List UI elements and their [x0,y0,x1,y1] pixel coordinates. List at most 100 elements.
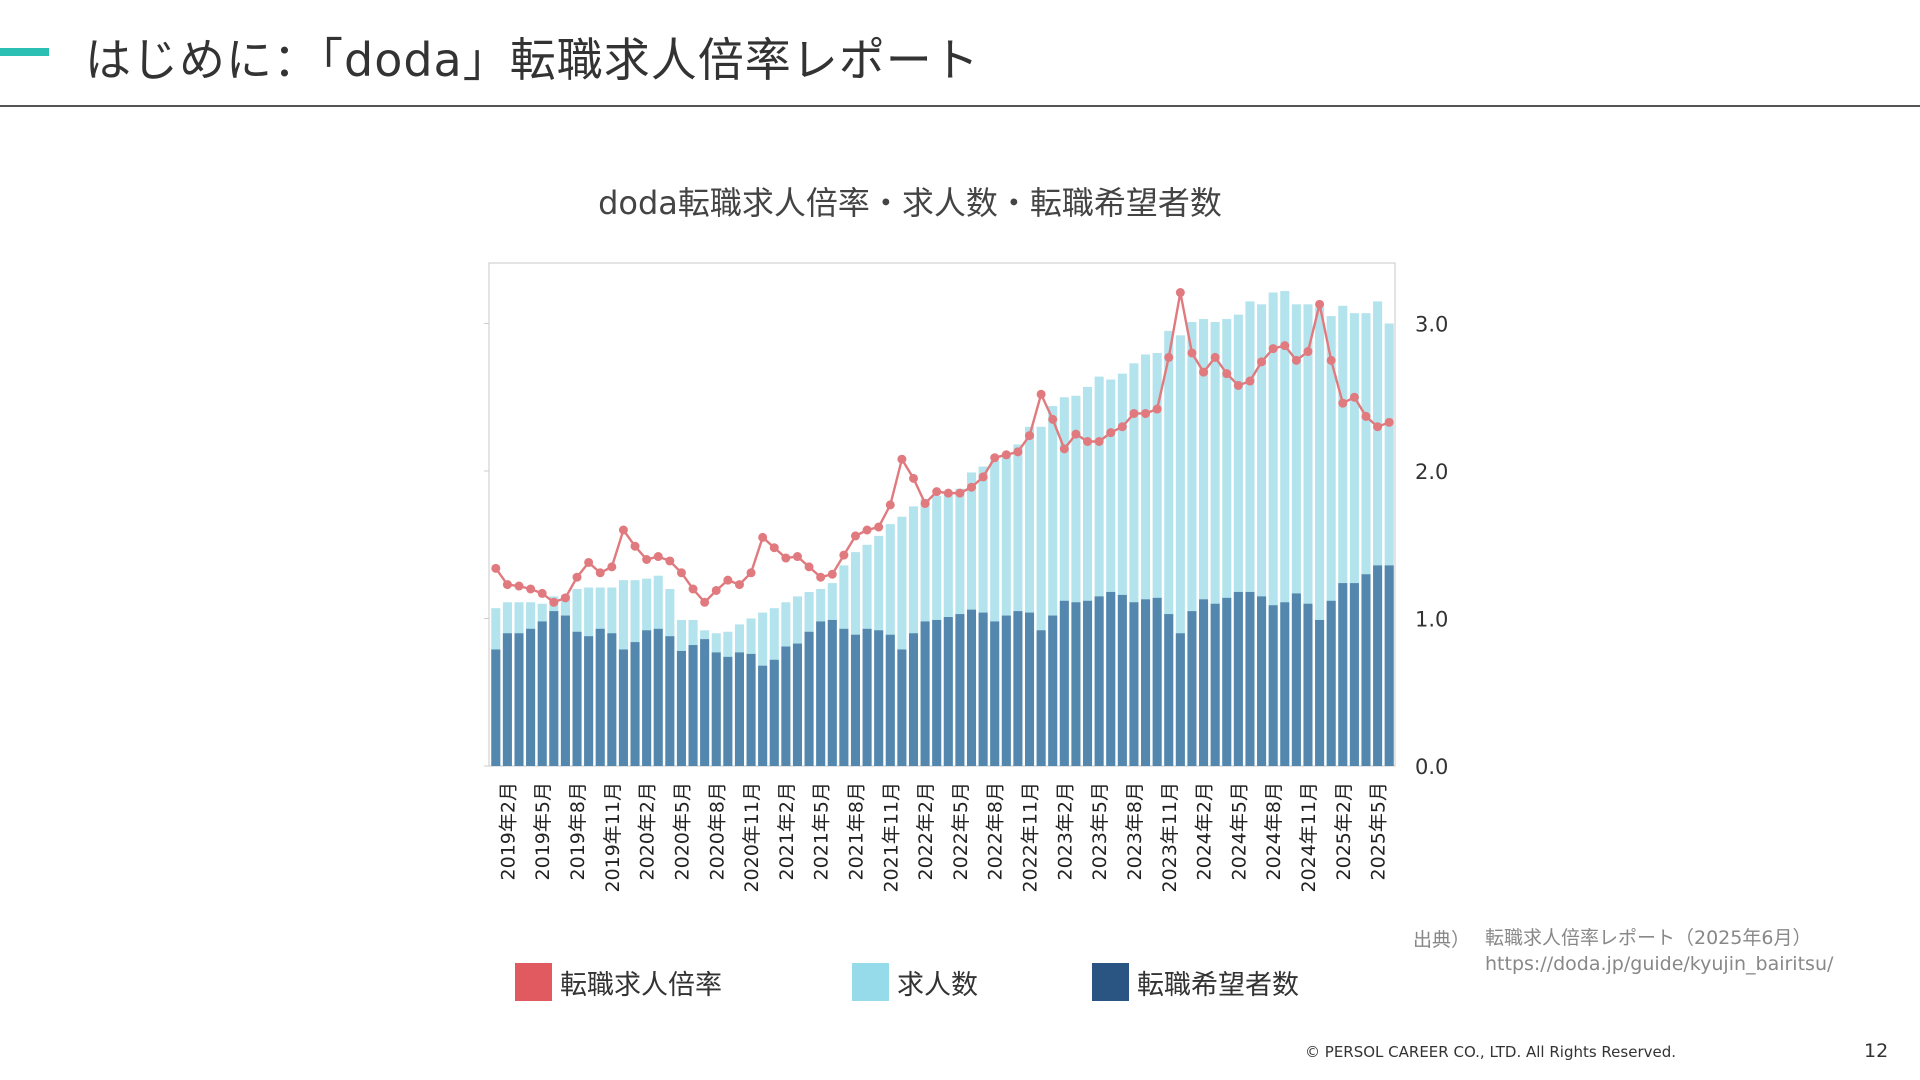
seekers-bar [1001,615,1011,766]
seekers-bar [862,628,872,766]
ratio-point [734,580,744,590]
seekers-bar [1210,603,1220,766]
seekers-bar [897,649,907,766]
ratio-point [1199,367,1209,377]
seekers-series [491,565,1394,766]
jobs-bar [1059,397,1069,766]
ratio-point [1257,357,1267,367]
ratio-point [1152,404,1162,414]
ratio-point [653,552,663,562]
legend-swatch-seekers [1092,963,1129,1001]
ratio-point [514,581,524,591]
ratio-point [827,569,837,579]
seekers-bar [1361,574,1371,766]
copyright-notice: © PERSOL CAREER CO., LTD. All Rights Res… [1305,1043,1677,1061]
chart-title: doda転職求人倍率・求人数・転職希望者数 [598,184,1222,222]
ratio-series [491,288,1394,607]
x-tick-label: 2022年8月 [985,782,1007,880]
ratio-point [537,588,547,598]
plot-frame [488,262,1396,767]
x-tick-label: 2022年11月 [1020,782,1042,893]
seekers-bar [1152,597,1162,766]
seekers-bar [1094,596,1104,766]
ratio-point [1303,347,1313,357]
seekers-bar [1129,602,1139,766]
seekers-bar [758,665,768,766]
x-tick-label: 2020年11月 [741,782,763,893]
ratio-point [584,557,594,567]
ratio-point [1117,422,1127,432]
seekers-bar [1338,583,1348,766]
seekers-bar [1117,594,1127,766]
seekers-bar [1245,591,1255,766]
x-tick-label: 2022年2月 [915,782,937,880]
ratio-point [990,453,1000,463]
seekers-bar [1083,600,1093,766]
seekers-bar [943,617,953,766]
seekers-bar [1268,605,1278,766]
seekers-bar [1303,603,1313,766]
legend-label-jobs: 求人数 [897,969,978,1001]
seekers-bar [816,621,826,766]
ratio-point [642,555,652,564]
seekers-bar [1233,591,1243,766]
ratio-point [572,572,582,582]
jobs-bar [1233,314,1243,766]
ratio-point [502,580,512,590]
ratio-point [723,575,733,585]
seekers-bar [549,611,559,766]
seekers-bar [560,615,570,766]
x-tick-label: 2024年8月 [1263,782,1285,880]
jobs-bar [1036,426,1046,766]
legend-item-seekers: 転職希望者数 [1092,963,1299,1001]
seekers-bar [827,619,837,766]
x-tick-label: 2021年5月 [811,782,833,880]
seekers-bar [734,652,744,766]
ratio-point [1025,431,1035,441]
ratio-point [885,500,895,510]
x-tick-label: 2020年2月 [637,782,659,880]
seekers-bar [1291,593,1301,766]
ratio-point [1036,389,1046,399]
ratio-point [665,556,675,566]
jobs-bar [1083,386,1093,766]
title-divider [0,105,1920,107]
jobs-bar [990,460,1000,766]
ratio-point [839,550,849,560]
seekers-bar [1164,614,1174,766]
seekers-bar [1024,612,1035,766]
page-number: 12 [1864,1040,1889,1062]
ratio-point [1164,352,1174,362]
ratio-point [595,568,605,578]
seekers-bar [1175,633,1185,766]
x-tick-label: 2024年2月 [1194,782,1216,880]
source-label: 出典） [1413,929,1471,951]
ratio-point [688,584,698,594]
x-tick-label: 2020年8月 [706,782,728,880]
x-tick-label: 2019年2月 [497,782,519,880]
jobs-bar [1164,330,1174,766]
x-tick-label: 2025年5月 [1368,782,1390,880]
ratio-point [560,593,570,603]
seekers-bar [607,633,617,766]
jobs-bar [1315,307,1325,766]
jobs-bar [1210,322,1220,766]
jobs-bar [1268,292,1278,766]
ratio-point [1291,355,1301,365]
source-url[interactable]: https://doda.jp/guide/kyujin_bairitsu/ [1485,953,1834,975]
ratio-point [491,563,501,573]
jobs-bar [1280,291,1290,766]
seekers-bar [1141,599,1151,766]
x-axis: 2019年2月 2019年5月 2019年8月 2019年11月 2020年2月 2020… [497,782,1389,893]
jobs-bar [1094,376,1104,766]
ratio-point [769,543,779,553]
jobs-bar [897,516,907,766]
ratio-point [850,531,860,541]
jobs-bar [1106,379,1116,766]
ratio-point [618,525,628,535]
ratio-point [1338,398,1348,408]
seekers-bar [792,643,802,766]
legend-item-jobs: 求人数 [852,963,978,1001]
ratio-point [781,553,791,563]
x-tick-label: 2023年11月 [1159,782,1181,893]
